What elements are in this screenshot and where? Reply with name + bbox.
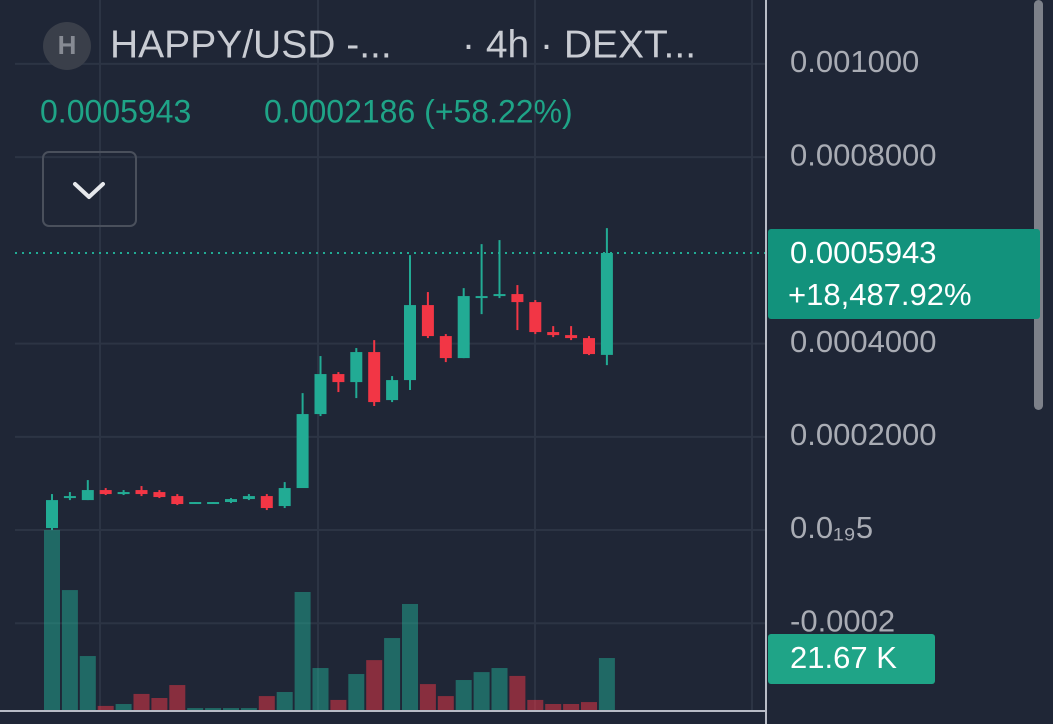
volume-bar	[455, 680, 472, 710]
volume-bar	[187, 708, 204, 710]
volume-bar	[598, 658, 615, 710]
volume-bar	[79, 656, 96, 710]
candle-body	[386, 380, 399, 401]
volume-bar	[115, 704, 132, 710]
candle-body	[565, 335, 578, 339]
plot	[15, 62, 766, 710]
candle-body	[153, 492, 166, 498]
volume-bar	[312, 668, 329, 710]
candle-body	[296, 414, 309, 489]
volume-bar	[437, 696, 454, 710]
volume-bar	[258, 696, 275, 710]
y-tick-label: -0.0002	[790, 603, 895, 638]
candle-body	[404, 305, 416, 381]
y-tick-label: 0.0₁₉5	[790, 510, 873, 545]
volume-bar	[473, 672, 490, 710]
volume-bar	[240, 708, 257, 710]
candle-body	[260, 496, 273, 509]
candle-body	[493, 294, 506, 297]
candle-body	[439, 336, 452, 359]
candle-body	[171, 496, 184, 505]
candle-body	[99, 490, 112, 495]
candle-body	[529, 302, 542, 333]
scrollbar[interactable]	[1034, 0, 1043, 410]
y-tick-label: 0.0004000	[790, 324, 937, 359]
volume-bar	[402, 603, 418, 710]
candle-body	[457, 296, 470, 359]
volume-tag-value: 21.67 K	[790, 640, 897, 675]
candle-body	[242, 496, 255, 500]
candle-body	[81, 490, 94, 501]
volume-bar	[133, 693, 150, 710]
candle-body	[189, 502, 202, 505]
volume-bar	[527, 699, 544, 710]
volume-bar	[545, 704, 562, 710]
interval: · 4h · DEXT...	[462, 23, 696, 66]
y-axis: 0.001000 0.0008000 0.0004000 0.0002000 0.0₁₉…	[768, 44, 1040, 685]
price: 0.0005943	[40, 93, 191, 129]
price-axis-panel	[766, 0, 1053, 724]
volume-tag	[768, 634, 935, 685]
price-tag	[768, 228, 1040, 319]
volume-bar	[384, 638, 401, 710]
volume-bar	[61, 590, 78, 710]
volume-bar	[223, 708, 239, 710]
volume-bar	[330, 699, 347, 710]
candle-body	[225, 499, 237, 503]
candle-body	[583, 338, 595, 355]
candle-body	[600, 252, 613, 355]
y-tick-label: 0.001000	[790, 44, 919, 79]
volume-bar	[276, 692, 293, 710]
price-tag-change: +18,487.92%	[788, 277, 972, 312]
volume-bar	[491, 668, 508, 710]
candle-body	[63, 496, 76, 499]
volume-bar	[294, 591, 311, 710]
change: 0.0002186 (+58.22%)	[264, 93, 573, 129]
volume-bar	[169, 685, 186, 710]
candle-body	[135, 490, 148, 495]
volume-bar	[563, 704, 580, 710]
candle-body	[332, 374, 345, 383]
volume-bar	[419, 684, 436, 710]
candle-body	[46, 500, 58, 529]
y-tick-label: 0.0008000	[790, 137, 937, 172]
candle-body	[314, 374, 327, 415]
candle-body	[511, 294, 524, 303]
symbol: HAPPY/USD -...	[110, 23, 392, 66]
volume-bar	[509, 675, 526, 710]
candle-body	[475, 296, 488, 299]
volume-bar	[348, 674, 365, 710]
volume-bar	[205, 708, 222, 710]
chevron	[73, 182, 105, 199]
candle-body	[207, 502, 220, 505]
price-tag-value: 0.0005943	[790, 235, 937, 270]
candle-body	[117, 492, 130, 495]
volume-bar	[97, 705, 114, 710]
collapse-button[interactable]	[42, 151, 137, 227]
candle-body	[547, 332, 560, 336]
y-tick-label: 0.0002000	[790, 417, 937, 452]
candle-body	[368, 352, 381, 403]
volume-bar	[44, 530, 60, 710]
icon-letter: H	[58, 30, 77, 60]
candle-body	[350, 352, 363, 383]
volume-bar	[366, 660, 383, 710]
volume-bar	[151, 698, 168, 710]
volume-bar	[581, 702, 597, 710]
symbol-icon	[43, 22, 91, 70]
candle-body	[278, 488, 291, 507]
candle-body	[421, 305, 434, 337]
